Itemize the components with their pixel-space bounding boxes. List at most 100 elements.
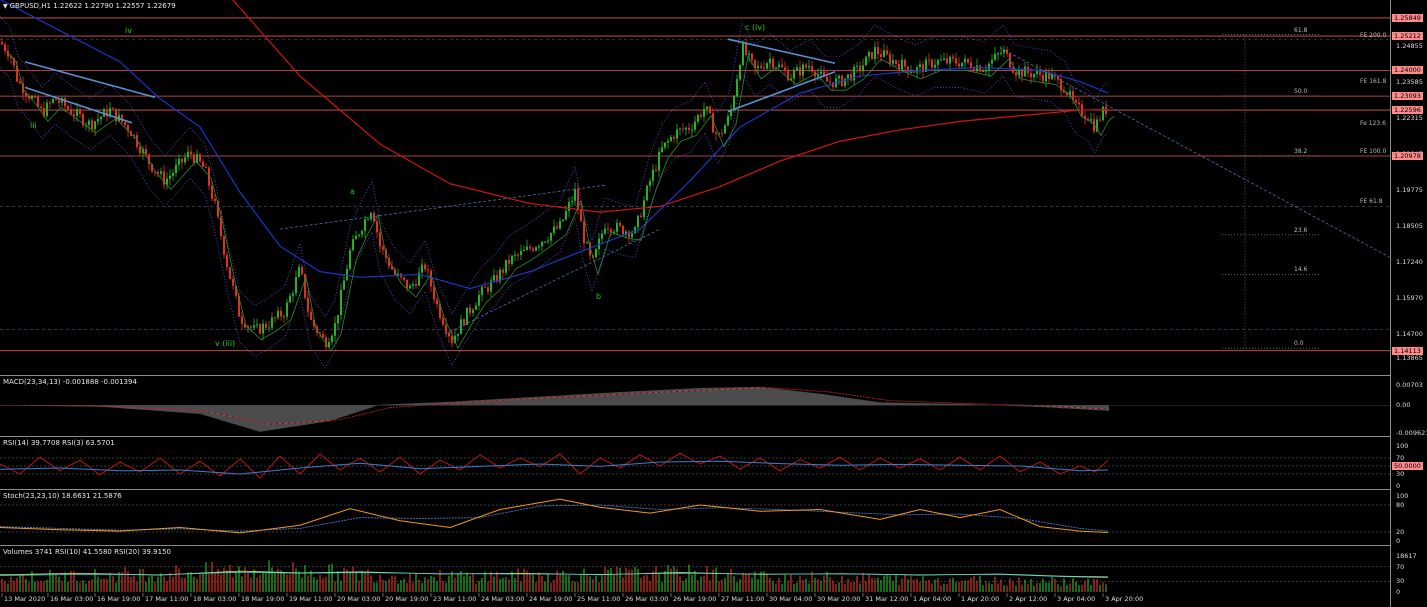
candle-body	[670, 137, 672, 141]
candle-body	[274, 317, 276, 319]
candle-body	[100, 116, 102, 120]
candle-body	[388, 257, 390, 267]
candle-body	[22, 83, 24, 94]
candle-body	[949, 56, 951, 64]
candle-body	[994, 53, 996, 60]
collapse-triangle-icon[interactable]: ▼	[3, 3, 8, 10]
macd-tick-label: -0.009621	[1396, 429, 1427, 437]
wave-label: iii	[30, 120, 37, 130]
candle-body	[718, 133, 720, 135]
candle-body	[355, 235, 357, 240]
candle-body	[826, 76, 828, 82]
rsi-tick-label: 30	[1396, 470, 1405, 478]
volume-title: Volumes 3741 RSI(10) 41.5580 RSI(20) 39.…	[3, 548, 171, 556]
candle-body	[601, 233, 603, 239]
candle-body	[793, 70, 795, 79]
candle-body	[640, 215, 642, 218]
candle-body	[331, 335, 333, 343]
candle-body	[496, 275, 498, 282]
trend-line	[727, 71, 836, 113]
candle-body	[934, 64, 936, 68]
candle-body	[613, 231, 615, 233]
rsi-tick-label: 50.0000	[1392, 462, 1423, 470]
candle-body	[235, 285, 237, 296]
macd-title: MACD(23,34,13) -0.001888 -0.001394	[3, 378, 137, 386]
time-tick-label: 20 Mar 03:00	[337, 595, 381, 603]
candle-body	[628, 231, 630, 238]
candle-body	[505, 259, 507, 273]
volume-tick-label: 18617	[1396, 552, 1417, 560]
candle-body	[877, 47, 879, 55]
candle-body	[79, 109, 81, 114]
macd-signal-line	[0, 387, 1109, 425]
candle-body	[784, 67, 786, 71]
candle-body	[1084, 115, 1086, 119]
candle-body	[451, 336, 453, 343]
ma-mid-line	[0, 0, 1109, 290]
candle-body	[577, 189, 579, 210]
stoch-tick-label: 0	[1396, 537, 1401, 545]
candle-body	[472, 309, 474, 313]
candle-body	[67, 106, 69, 110]
candle-body	[313, 319, 315, 327]
candle-body	[985, 70, 987, 72]
time-tick-label: 20 Mar 19:00	[385, 595, 429, 603]
candle-body	[16, 65, 18, 82]
candle-body	[757, 65, 759, 69]
candle-body	[76, 109, 78, 116]
candle-body	[709, 106, 711, 114]
candle-body	[964, 58, 966, 63]
wave-label: b	[596, 292, 602, 302]
candle-body	[511, 255, 513, 264]
candle-body	[349, 250, 351, 269]
candle-body	[133, 135, 135, 137]
candle-body	[55, 98, 57, 101]
candle-body	[481, 286, 483, 295]
candle-body	[748, 53, 750, 55]
stoch-tick-label: 20	[1396, 528, 1405, 536]
time-tick-label: 19 Mar 11:00	[289, 595, 333, 603]
candle-body	[1087, 118, 1089, 121]
candle-body	[97, 119, 99, 122]
candle-body	[232, 278, 234, 286]
candle-body	[1066, 92, 1068, 95]
candle-body	[655, 169, 657, 171]
candle-body	[907, 66, 909, 73]
candle-body	[922, 64, 924, 73]
candle-body	[109, 108, 111, 117]
candle-body	[364, 219, 366, 231]
candle-body	[256, 324, 258, 326]
candle-body	[439, 304, 441, 319]
candle-body	[346, 268, 348, 281]
candle-body	[448, 332, 450, 337]
candle-body	[136, 135, 138, 147]
price-tag-label: 1.25849	[1392, 13, 1423, 22]
candle-body	[328, 342, 330, 348]
candle-body	[1033, 73, 1035, 78]
candle-body	[712, 113, 714, 133]
candle-body	[739, 65, 741, 80]
candle-body	[685, 127, 687, 130]
candle-body	[1006, 49, 1008, 54]
candle-body	[898, 64, 900, 70]
candle-body	[367, 219, 369, 221]
candle-body	[610, 229, 612, 233]
fib-label: 14.6	[1294, 266, 1308, 274]
time-tick-label: 26 Mar 19:00	[673, 595, 717, 603]
candle-body	[958, 63, 960, 67]
candle-body	[265, 323, 267, 328]
candle-body	[1048, 71, 1050, 80]
candle-body	[916, 67, 918, 73]
candle-body	[193, 154, 195, 163]
candle-body	[457, 333, 459, 336]
candle-body	[382, 246, 384, 250]
candle-body	[910, 71, 912, 73]
candle-body	[514, 254, 516, 256]
wave-label: v (iii)	[215, 338, 236, 348]
fib-label: 38.2	[1294, 147, 1308, 155]
candle-body	[223, 236, 225, 255]
candle-body	[91, 120, 93, 130]
candle-body	[208, 167, 210, 186]
candle-body	[361, 230, 363, 235]
